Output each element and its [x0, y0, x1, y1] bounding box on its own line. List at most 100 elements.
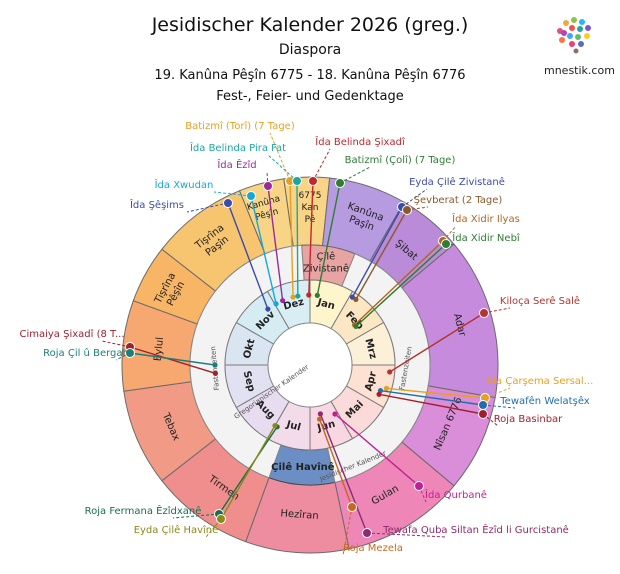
event-label: Batizmî (Torî) (7 Tage)	[185, 120, 295, 132]
greg-month-label: Jul	[284, 419, 302, 434]
greg-month-label: Jan	[315, 297, 336, 312]
center-month-label: Çilê Havînê	[271, 461, 335, 473]
event-leader	[401, 188, 428, 208]
event-label: Cimaiya Şixadî (8 T...	[19, 328, 124, 340]
greg-month-label: Mrz	[362, 337, 378, 360]
site-link[interactable]: mnestik.com	[544, 64, 615, 77]
event-leader	[342, 506, 353, 556]
event-inner-dot	[272, 423, 278, 429]
event-leader	[482, 413, 499, 427]
event-label: Eyda Çilê Havînê	[134, 524, 219, 536]
event-leader	[442, 225, 457, 242]
greg-month-label: Sep	[241, 370, 257, 393]
event-outer-dot	[335, 178, 345, 188]
event-label: Îda Belinda Pira Fat	[189, 141, 286, 154]
event-line	[319, 413, 368, 534]
event-label: Tewafên Welatşêx	[499, 395, 590, 407]
event-inner-dot	[316, 416, 323, 422]
event-line	[389, 312, 485, 373]
event-inner-dot	[265, 306, 271, 312]
event-label: Îda Xwudan	[154, 178, 214, 191]
page-title: Jesidischer Kalender 2026 (greg.)	[151, 14, 469, 36]
event-outer-dot	[125, 348, 135, 358]
event-line	[355, 243, 447, 327]
event-leader	[267, 154, 298, 182]
event-leader	[172, 513, 220, 519]
caption: Fest-, Feier- und Gedenktage	[216, 89, 404, 104]
event-line	[289, 180, 294, 298]
event-line	[354, 240, 444, 326]
event-line	[351, 206, 403, 298]
event-leader	[269, 132, 291, 182]
event-label: Eyda Çilê Zivistanê	[409, 176, 505, 188]
event-line	[296, 180, 299, 297]
event-leader	[484, 387, 511, 399]
event-inner-dot	[295, 293, 301, 299]
event-outer-dot	[362, 528, 372, 538]
event-leader	[406, 206, 429, 211]
page-subtitle: Diaspora	[278, 42, 342, 58]
event-line	[308, 180, 314, 296]
event-leader	[483, 307, 511, 314]
date-range: 19. Kanûna Pêşîn 6775 - 18. Kanûna Pêşîn…	[154, 68, 466, 83]
event-line	[378, 393, 484, 415]
event-line	[267, 185, 284, 301]
event-outer-dot	[478, 409, 488, 419]
event-leader	[186, 202, 229, 213]
event-line	[316, 182, 341, 296]
event-inner-dot	[273, 301, 279, 307]
event-inner-dot	[353, 323, 359, 330]
fast-caption-winter: Fastenzeiten	[209, 346, 221, 391]
event-label: Îda Xidir Ilyas	[451, 212, 520, 225]
event-outer-dot	[479, 308, 489, 318]
event-inner-dot	[376, 391, 382, 397]
event-outer-dot	[414, 481, 424, 491]
event-label: Tewafa Quba Siltan Êzîd li Gurcistanê	[382, 523, 569, 536]
event-inner-dot	[383, 385, 390, 391]
event-label: Roja Fermana Êzîdxanê	[85, 504, 202, 517]
event-outer-dot	[478, 400, 488, 410]
mid-month-label: Çilê Zivistanê	[303, 250, 349, 274]
event-outer-dot	[246, 191, 256, 201]
event-leader	[482, 404, 516, 409]
event-outer-dot	[223, 198, 233, 208]
greg-month-label: Okt	[242, 338, 258, 360]
event-line	[334, 413, 420, 487]
event-label: Roja Mezela	[343, 543, 403, 554]
event-label: Batizmî (Çolî) (7 Tage)	[345, 154, 456, 166]
greg-month-label: Dez	[282, 297, 305, 313]
event-inner-dot	[387, 369, 393, 375]
event-outer-dot	[441, 239, 451, 249]
event-label: Şevberat (2 Tage)	[414, 195, 503, 206]
event-inner-dot	[314, 292, 320, 298]
event-leader	[366, 532, 447, 538]
event-leader	[339, 166, 371, 184]
event-outer-dot	[216, 514, 226, 524]
event-line	[386, 387, 486, 399]
event-line	[218, 426, 278, 515]
event-line	[355, 209, 408, 300]
event-line	[129, 352, 216, 366]
event-inner-dot	[317, 411, 323, 417]
event-label: Îda Şêşims	[129, 198, 184, 211]
outer-month-label: Hezîran	[280, 507, 319, 522]
event-inner-dot	[290, 294, 296, 300]
event-leader	[312, 148, 331, 182]
event-inner-dot	[353, 296, 359, 303]
event-label: Kiloça Serê Salê	[500, 295, 580, 307]
event-outer-dot	[292, 176, 302, 186]
event-line	[380, 389, 484, 406]
event-inner-dot	[280, 297, 286, 304]
event-line	[318, 418, 353, 508]
event-leader	[205, 518, 222, 538]
event-outer-dot	[347, 502, 357, 512]
event-label: Roja Çil û Bergah	[43, 347, 129, 359]
event-outer-dot	[263, 181, 273, 191]
event-label: Îda Xidir Nebî	[451, 231, 520, 244]
center-hub	[267, 322, 353, 408]
event-leader	[213, 191, 252, 197]
greg-month-label: Apr	[363, 370, 379, 392]
brain-logo-icon	[557, 17, 591, 54]
event-line	[227, 202, 269, 310]
event-label: Îda Belinda Şixadî	[314, 135, 405, 148]
